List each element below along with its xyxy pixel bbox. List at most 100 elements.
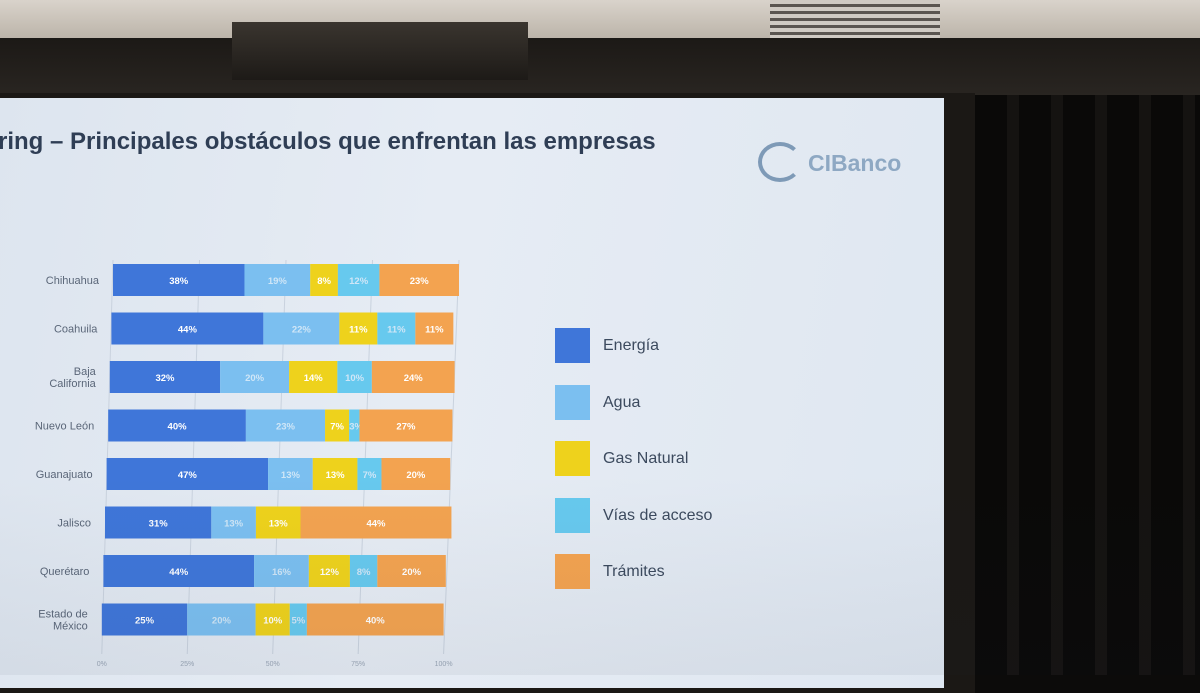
x-tick-label: 0% — [97, 661, 107, 668]
bar-segment-tramites — [381, 458, 451, 490]
gridline — [101, 259, 114, 655]
data-label: 40% — [366, 616, 386, 627]
bar-segment-tramites — [377, 555, 446, 587]
legend-swatch — [555, 554, 590, 589]
bar-segment-energia — [111, 312, 264, 345]
bar-segment-vias-de-acceso — [337, 264, 380, 296]
ceiling-soffit — [0, 38, 1200, 100]
data-label: 38% — [169, 276, 189, 287]
ceiling-fixture — [232, 22, 528, 80]
data-label: 24% — [404, 373, 424, 384]
bar-row-estado-de-mexico: Estado de México 25% 20% 10% 5% 40% — [38, 603, 444, 636]
x-tick-label: 100% — [435, 661, 453, 668]
data-label: 20% — [402, 567, 422, 578]
gridline — [443, 259, 460, 655]
data-label: 20% — [245, 373, 265, 384]
data-label: 23% — [410, 276, 430, 287]
bar-segment-tramites — [379, 264, 459, 296]
data-label: 19% — [268, 276, 288, 287]
bar-segment-vias-de-acceso — [337, 361, 372, 393]
data-label: 10% — [345, 373, 365, 384]
bar-row-chihuahua: Chihuahua 38% 19% 8% 12% 23% — [46, 264, 459, 296]
data-label: 5% — [291, 616, 305, 627]
logo-text: CIBanco — [808, 150, 902, 176]
data-label: 14% — [304, 373, 324, 384]
data-label: 7% — [363, 470, 377, 481]
legend-item-energia: Energía — [555, 328, 755, 364]
cibanco-logo-icon — [758, 142, 802, 182]
legend-label: Trámites — [603, 563, 665, 580]
data-label: 23% — [276, 422, 296, 433]
bar-segment-energia — [101, 603, 188, 636]
bar-row-guanajuato: Guanajuato 47% 13% 13% 7% 20% — [36, 458, 451, 490]
projected-slide: ring – Principales obstáculos que enfren… — [0, 98, 944, 688]
bar-segment-tramites — [415, 312, 454, 345]
data-label: 20% — [212, 616, 232, 627]
bar-segment-agua — [187, 603, 256, 636]
data-label: 44% — [366, 519, 386, 530]
data-label: 7% — [330, 422, 344, 433]
bar-row-coahuila: Coahuila 44% 22% 11% 11% 11% — [54, 312, 454, 345]
bar-row-queretaro: Querétaro 44% 16% 12% 8% 20% — [40, 555, 446, 587]
bar-segment-gas-natural — [289, 361, 338, 393]
bar-segment-agua — [220, 361, 290, 393]
data-label: 47% — [178, 470, 198, 481]
data-label: 44% — [169, 567, 189, 578]
legend-item-gas-natural: Gas Natural — [555, 441, 755, 477]
data-label: 11% — [349, 325, 368, 336]
bar-segment-tramites — [300, 506, 452, 539]
data-label: 13% — [269, 519, 289, 530]
bar-segment-gas-natural — [255, 506, 301, 539]
legend-swatch — [555, 328, 590, 363]
bar-segment-gas-natural — [255, 603, 290, 636]
category-label: Coahuila — [54, 324, 98, 336]
legend-swatch — [555, 441, 590, 476]
data-label: 13% — [281, 470, 301, 481]
bar-segment-gas-natural — [310, 264, 338, 296]
data-label: 11% — [425, 325, 444, 336]
category-label: Guanajuato — [36, 469, 93, 481]
legend-item-vias-de-acceso: Vías de acceso — [555, 497, 755, 534]
legend-label: Gas Natural — [603, 450, 689, 467]
bar-segment-tramites — [306, 603, 444, 636]
legend-item-agua: Agua — [555, 384, 755, 421]
category-label: Nuevo León — [35, 421, 94, 433]
category-label: Jalisco — [57, 518, 91, 530]
bar-segment-gas-natural — [308, 555, 350, 587]
bar-segment-gas-natural — [325, 409, 350, 442]
x-tick-label: 50% — [266, 661, 280, 668]
bar-segment-agua — [254, 555, 309, 587]
slide-title: ring – Principales obstáculos que enfren… — [0, 128, 656, 155]
data-label: 8% — [357, 567, 371, 578]
stage-curtain — [945, 95, 1200, 675]
data-label: 16% — [272, 567, 292, 578]
bar-segment-tramites — [371, 361, 455, 393]
bar-row-baja-california: Baja California 32% 20% 14% 10% 24% — [49, 361, 455, 393]
bar-segment-energia — [105, 506, 212, 539]
category-label: Chihuahua — [46, 275, 100, 287]
bar-segment-energia — [103, 555, 255, 587]
stacked-bar-chart: 0% 25% 50% 75% 100% Chihuahua 38% 19% 8% 12% 23% Co… — [35, 259, 460, 668]
legend-item-tramites: Trámites — [555, 554, 755, 590]
bar-segment-energia — [109, 361, 221, 393]
bar-segment-vias-de-acceso — [349, 409, 360, 442]
bar-segment-vias-de-acceso — [349, 555, 378, 587]
data-label: 31% — [149, 519, 169, 530]
legend-swatch — [555, 384, 590, 420]
data-label: 44% — [178, 325, 198, 336]
bar-segment-gas-natural — [312, 458, 358, 490]
data-label: 20% — [406, 470, 426, 481]
data-label: 11% — [387, 325, 406, 336]
category-label: Baja California — [49, 366, 96, 390]
bar-segment-vias-de-acceso — [357, 458, 382, 490]
x-tick-label: 75% — [351, 661, 365, 668]
data-label: 3% — [349, 422, 363, 433]
data-label: 8% — [317, 276, 331, 287]
data-label: 25% — [135, 616, 155, 627]
legend-swatch — [555, 497, 590, 533]
data-label: 10% — [263, 616, 283, 627]
data-label: 13% — [224, 519, 244, 530]
legend-label: Agua — [603, 393, 641, 411]
bar-segment-agua — [211, 506, 256, 539]
